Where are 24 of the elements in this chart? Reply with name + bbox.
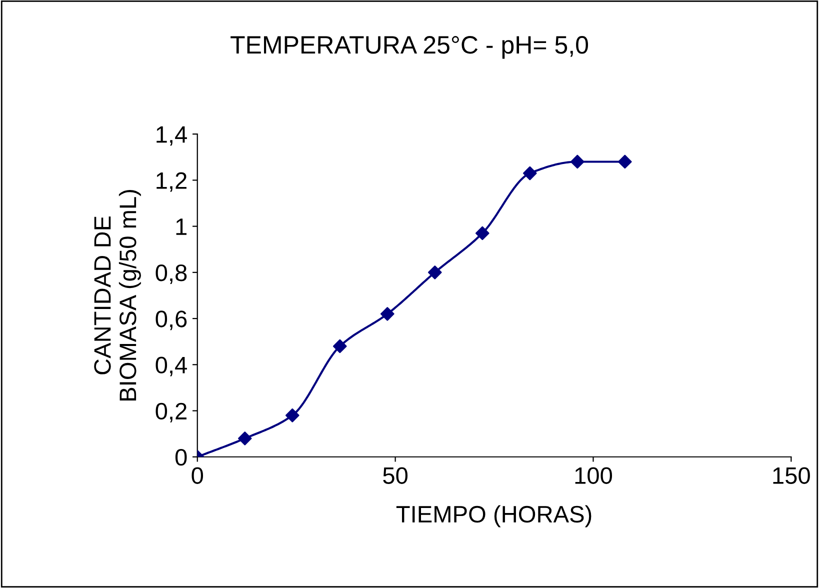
point xyxy=(428,266,442,280)
point xyxy=(570,154,584,169)
y-tick-label: 1 xyxy=(176,218,187,235)
point xyxy=(238,432,252,446)
y-tick-label: 0,6 xyxy=(156,310,187,330)
point xyxy=(522,166,537,180)
y-tick-label: 0,8 xyxy=(156,264,187,284)
point xyxy=(380,307,394,321)
y-tick-label: 1,4 xyxy=(156,126,187,146)
x-tick-label: 150 xyxy=(773,467,810,484)
point xyxy=(475,226,490,240)
y-tick-label: 0 xyxy=(175,448,187,466)
y-tick-label: 1,2 xyxy=(156,172,186,192)
y-tick-label: 0,2 xyxy=(156,402,186,422)
x-tick-label: 0 xyxy=(192,467,204,484)
point xyxy=(285,408,300,422)
y-axis-title: CANTIDAD DE BIOMASA (g/50 mL) xyxy=(94,190,141,400)
point xyxy=(618,154,632,169)
x-axis-title: TIEMPO (HORAS) xyxy=(396,505,592,528)
y-tick-label: 0,4 xyxy=(156,356,187,376)
x-tick-label: 50 xyxy=(383,467,408,484)
point xyxy=(332,339,347,354)
x-tick-label: 100 xyxy=(575,467,612,484)
chart-title: TEMPERATURA 25°C - pH= 5,0 xyxy=(230,36,588,59)
